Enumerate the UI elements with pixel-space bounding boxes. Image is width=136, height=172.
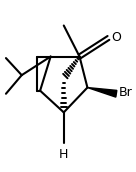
Polygon shape	[87, 88, 117, 97]
Text: O: O	[112, 31, 122, 44]
Text: Br: Br	[119, 87, 133, 99]
Text: H: H	[59, 148, 68, 161]
